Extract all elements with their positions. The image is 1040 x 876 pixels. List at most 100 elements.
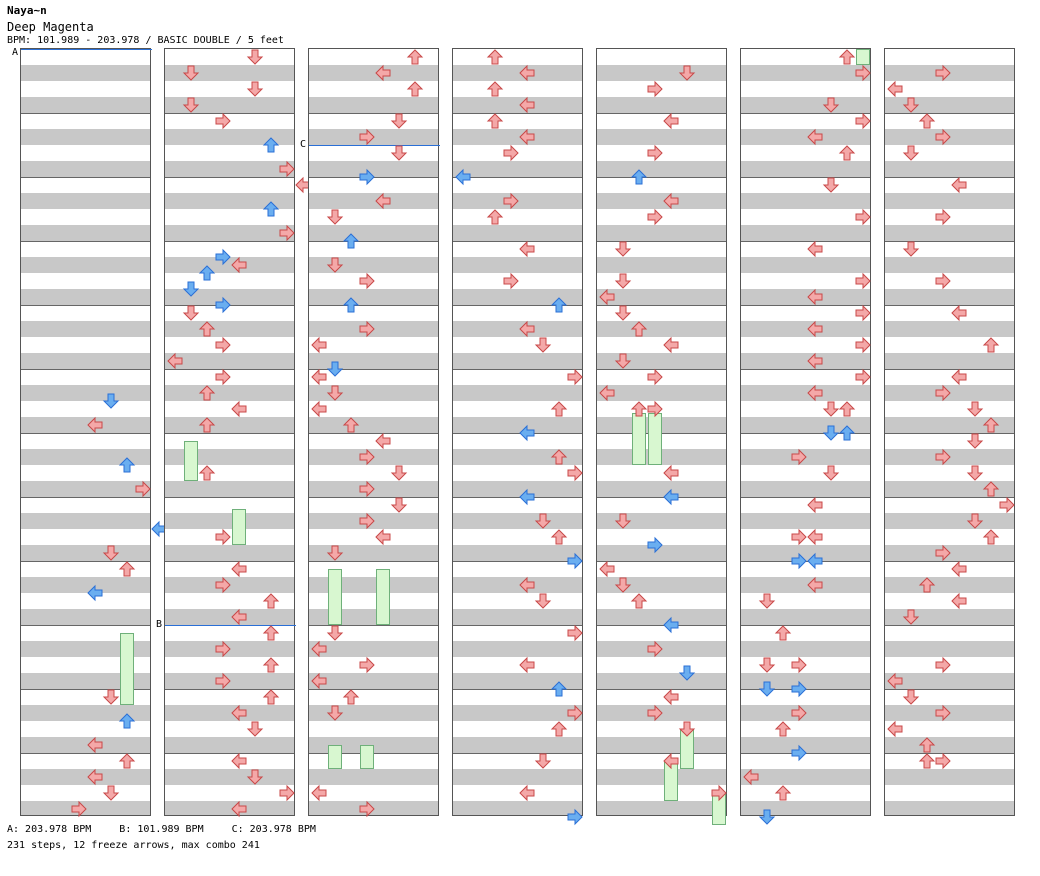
red-arrow-icon: [647, 704, 663, 722]
red-arrow-icon: [743, 768, 759, 786]
measure-line: [453, 497, 582, 498]
measure-line: [309, 113, 438, 114]
red-arrow-icon: [791, 448, 807, 466]
measure-line: [741, 177, 870, 178]
blue-arrow-icon: [342, 297, 360, 313]
red-arrow-icon: [647, 208, 663, 226]
red-arrow-icon: [519, 128, 535, 146]
red-arrow-icon: [87, 736, 103, 754]
red-arrow-icon: [663, 112, 679, 130]
red-arrow-icon: [855, 336, 871, 354]
red-arrow-icon: [647, 368, 663, 386]
red-arrow-icon: [918, 753, 936, 769]
red-arrow-icon: [231, 608, 247, 626]
red-arrow-icon: [390, 497, 408, 513]
blue-arrow-icon: [550, 297, 568, 313]
red-arrow-icon: [663, 336, 679, 354]
measure-line: [309, 369, 438, 370]
freeze-arrow: [856, 49, 870, 65]
red-arrow-icon: [198, 385, 216, 401]
red-arrow-icon: [567, 704, 583, 722]
red-arrow-icon: [326, 385, 344, 401]
blue-arrow-icon: [630, 169, 648, 185]
red-arrow-icon: [567, 464, 583, 482]
freeze-arrow: [376, 569, 390, 625]
chart-column: [596, 48, 727, 825]
red-arrow-icon: [982, 417, 1000, 433]
red-arrow-icon: [359, 320, 375, 338]
measure-line: [453, 177, 582, 178]
freeze-arrow: [328, 745, 342, 769]
blue-arrow-icon: [791, 552, 807, 570]
measure-line: [885, 433, 1014, 434]
red-arrow-icon: [87, 416, 103, 434]
measure-line: [309, 689, 438, 690]
red-arrow-icon: [918, 113, 936, 129]
red-arrow-icon: [311, 672, 327, 690]
measure-line: [741, 305, 870, 306]
measure-line: [453, 753, 582, 754]
red-arrow-icon: [935, 384, 951, 402]
measure-line: [309, 241, 438, 242]
red-arrow-icon: [982, 337, 1000, 353]
red-arrow-icon: [935, 752, 951, 770]
red-arrow-icon: [855, 368, 871, 386]
measure-line: [21, 177, 150, 178]
measure-line: [21, 753, 150, 754]
red-arrow-icon: [807, 576, 823, 594]
red-arrow-icon: [630, 401, 648, 417]
red-arrow-icon: [855, 304, 871, 322]
red-arrow-icon: [215, 112, 231, 130]
red-arrow-icon: [935, 704, 951, 722]
red-arrow-icon: [807, 128, 823, 146]
red-arrow-icon: [663, 752, 679, 770]
measure-line: [453, 561, 582, 562]
blue-arrow-icon: [326, 361, 344, 377]
red-arrow-icon: [231, 256, 247, 274]
measure-line: [597, 241, 726, 242]
measure-line: [885, 369, 1014, 370]
red-arrow-icon: [279, 224, 295, 242]
red-arrow-icon: [663, 464, 679, 482]
red-arrow-icon: [887, 80, 903, 98]
red-arrow-icon: [935, 448, 951, 466]
red-arrow-icon: [359, 272, 375, 290]
red-arrow-icon: [215, 672, 231, 690]
measure-line: [885, 241, 1014, 242]
red-arrow-icon: [71, 800, 87, 818]
red-arrow-icon: [935, 128, 951, 146]
blue-arrow-icon: [215, 248, 231, 266]
red-arrow-icon: [486, 209, 504, 225]
measure-line: [885, 753, 1014, 754]
red-arrow-icon: [390, 145, 408, 161]
red-arrow-icon: [935, 64, 951, 82]
bpm-legend: A: 203.978 BPM B: 101.989 BPM C: 203.978 B…: [7, 824, 344, 835]
chart-column: [884, 48, 1015, 816]
blue-arrow-icon: [118, 713, 136, 729]
freeze-arrow: [360, 745, 374, 769]
red-arrow-icon: [215, 640, 231, 658]
red-arrow-icon: [807, 352, 823, 370]
blue-arrow-icon: [215, 296, 231, 314]
red-arrow-icon: [246, 49, 264, 65]
blue-arrow-icon: [838, 425, 856, 441]
red-arrow-icon: [966, 465, 984, 481]
chart-column: [740, 48, 871, 825]
red-arrow-icon: [647, 400, 663, 418]
measure-line: [165, 753, 294, 754]
red-arrow-icon: [935, 208, 951, 226]
red-arrow-icon: [838, 49, 856, 65]
red-arrow-icon: [614, 577, 632, 593]
measure-line: [741, 241, 870, 242]
red-arrow-icon: [359, 448, 375, 466]
red-arrow-icon: [966, 401, 984, 417]
red-arrow-icon: [935, 544, 951, 562]
red-arrow-icon: [855, 64, 871, 82]
measure-line: [597, 177, 726, 178]
red-arrow-icon: [390, 113, 408, 129]
measure-line: [21, 305, 150, 306]
step-stats: 231 steps, 12 freeze arrows, max combo 2…: [7, 840, 260, 851]
red-arrow-icon: [375, 528, 391, 546]
measure-line: [597, 369, 726, 370]
red-arrow-icon: [519, 240, 535, 258]
